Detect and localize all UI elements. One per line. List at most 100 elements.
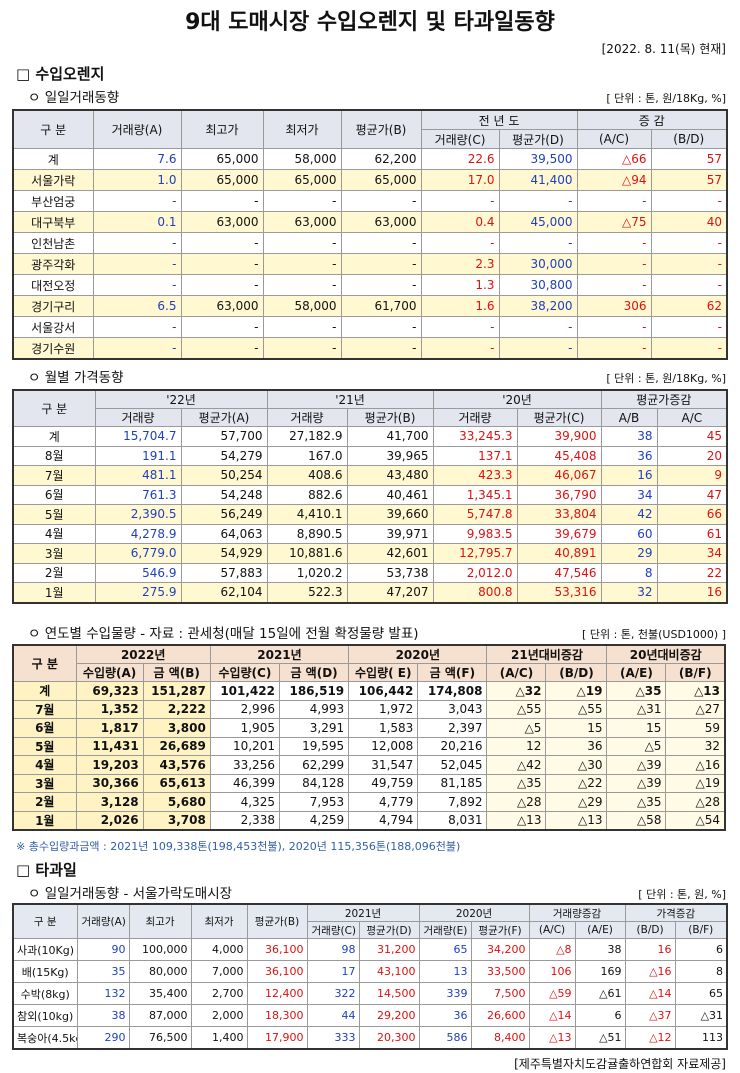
table-row: 계 15,704.7 57,700 27,182.9 41,700 33,245.3 39,…	[12, 426, 728, 447]
cell: 62,200	[340, 148, 422, 170]
cell: 30,366	[75, 773, 144, 793]
cell: 39,660	[346, 504, 434, 525]
header: 가격증감	[624, 903, 728, 922]
table-row: 대구북부 0.1 63,000 63,000 63,000 0.4 45,000 △75 40	[12, 211, 728, 233]
cell: 2,390.5	[94, 504, 182, 525]
row-label: 인천남촌	[12, 232, 94, 254]
cell: -	[262, 274, 342, 296]
cell: -	[340, 232, 422, 254]
header: 구 분	[12, 109, 94, 149]
cell: 64,063	[180, 523, 268, 544]
table-row: 7월 1,352 2,222 2,996 4,993 1,972 3,043 △55 △55 △3…	[12, 699, 726, 719]
cell: 80,000	[128, 960, 192, 983]
cell: 4,794	[348, 810, 419, 831]
cell: 39,500	[498, 148, 578, 170]
cell: △55	[545, 699, 608, 719]
header: 금 액(B)	[142, 663, 211, 682]
cell: -	[576, 274, 652, 296]
cell: 15	[545, 718, 608, 738]
header: (B/F)	[665, 663, 726, 682]
row-label: 계	[12, 148, 94, 170]
cell: 1.0	[92, 169, 182, 191]
cell: 16	[624, 938, 676, 961]
cell: 106	[528, 960, 576, 983]
cell: 33,256	[209, 755, 280, 775]
cell: △8	[528, 938, 576, 961]
header: 거래량증감	[528, 903, 626, 922]
cell: 63,000	[262, 211, 342, 233]
cell: 19,595	[278, 736, 350, 756]
cell: -	[180, 190, 264, 212]
cell: 10,201	[209, 736, 280, 756]
cell: -	[180, 316, 264, 338]
cell: 882.6	[266, 484, 348, 505]
cell: 1,972	[348, 699, 419, 719]
header: (A/C)	[576, 129, 652, 149]
cell: 87,000	[128, 1004, 192, 1027]
cell: 100,000	[128, 938, 192, 961]
header: 금 액(D)	[278, 663, 350, 682]
note: ※ 총수입량과금액 : 2021년 109,338톤(198,453천불), 2…	[16, 840, 461, 853]
cell: 546.9	[94, 562, 182, 583]
header: (A/E)	[606, 663, 667, 682]
cell: 58,000	[262, 295, 342, 317]
cell: 34	[656, 543, 728, 564]
cell: 423.3	[432, 465, 518, 486]
header: 20년대비증감	[606, 644, 726, 664]
table-row: 6월 761.3 54,248 882.6 40,461 1,345.1 36,790 34 4…	[12, 484, 728, 505]
cell: 81,185	[417, 773, 488, 793]
cell: △35	[606, 792, 667, 812]
header: 거래량	[432, 408, 518, 427]
cell: 42	[600, 504, 658, 525]
cell: 57	[650, 169, 728, 191]
cell: 408.6	[266, 465, 348, 486]
header: 거래량	[94, 408, 182, 427]
cell: △5	[486, 718, 547, 738]
cell: -	[650, 337, 728, 360]
cell: 1,817	[75, 718, 144, 738]
cell: -	[262, 316, 342, 338]
cell: 3,128	[75, 792, 144, 812]
cell: 3,291	[278, 718, 350, 738]
cell: 27,182.9	[266, 426, 348, 447]
row-label: 서울가락	[12, 169, 94, 191]
cell: 113	[674, 1026, 728, 1050]
cell: △54	[665, 810, 726, 831]
table: 구 분 거래량(A) 최고가 최저가 평균가(B) 2021년 2020년 거래량증감 가격증감…	[12, 903, 729, 1050]
cell: △59	[528, 982, 576, 1005]
header: 금 액(F)	[417, 663, 488, 682]
header: '20년	[432, 389, 602, 409]
cell: 40,891	[516, 543, 602, 564]
cell: 61,700	[340, 295, 422, 317]
cell: -	[180, 274, 264, 296]
cell: 137.1	[432, 445, 518, 466]
cell: △13	[665, 681, 726, 701]
cell: △22	[545, 773, 608, 793]
subsection-title: ㅇ 연도별 수입물량 - 자료 : 관세청(매달 15일에 전월 확정물량 발표…	[28, 626, 419, 642]
row-label: 1월	[12, 810, 77, 831]
cell: 4,278.9	[94, 523, 182, 544]
cell: 46,067	[516, 465, 602, 486]
row-label: 3월	[12, 543, 96, 564]
cell: 29,200	[358, 1004, 420, 1027]
title: 9대 도매시장 수입오렌지 및 타과일동향	[185, 10, 555, 35]
header: 21년대비증감	[486, 644, 608, 664]
row-label: 복숭아(4.5kg)	[12, 1026, 78, 1050]
cell: 63,000	[340, 211, 422, 233]
header: 거래량(A)	[92, 109, 182, 149]
cell: -	[340, 190, 422, 212]
subsection-title: ㅇ 일일거래동향 - 서울가락도매시장	[28, 886, 233, 902]
cell: 65,000	[180, 148, 264, 170]
cell: 522.3	[266, 582, 348, 603]
cell: 38	[76, 1004, 130, 1027]
table-row: 2월 3,128 5,680 4,325 7,953 4,779 7,892 △28 △29 △3…	[12, 792, 726, 812]
cell: 1,400	[190, 1026, 248, 1050]
cell: -	[420, 316, 500, 338]
cell: 20,216	[417, 736, 488, 756]
cell: -	[340, 253, 422, 275]
cell: △19	[665, 773, 726, 793]
unit: [ 단위 : 톤, 원/18Kg, %]	[606, 372, 726, 385]
header: '22년	[94, 389, 268, 409]
cell: 29	[600, 543, 658, 564]
cell: 65,000	[262, 169, 342, 191]
